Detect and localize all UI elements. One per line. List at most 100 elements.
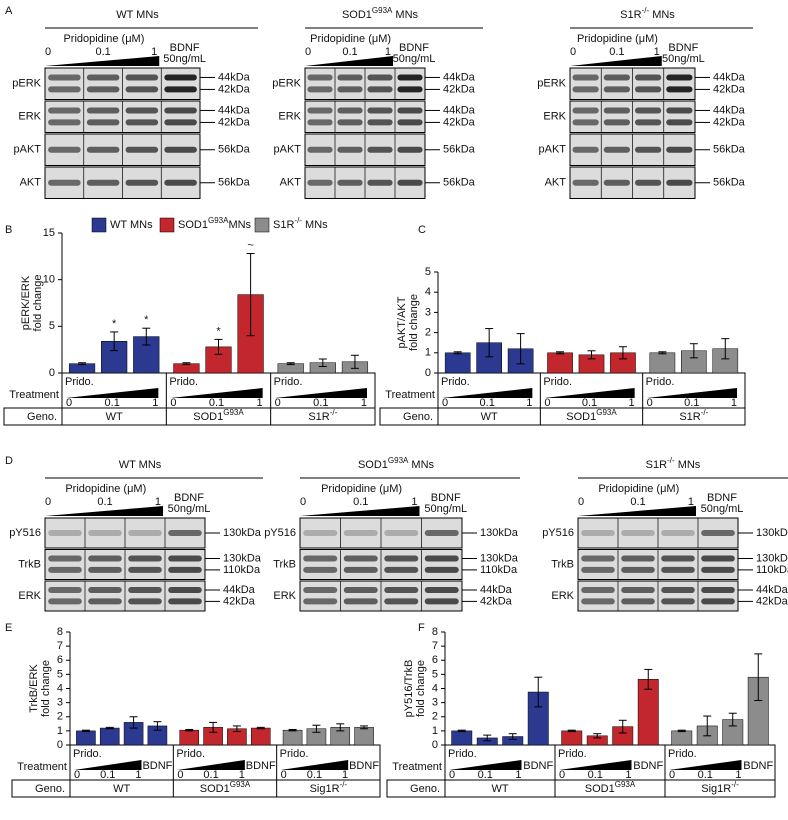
text-run: MNs [228,219,251,231]
blot-band [621,555,655,562]
blot-band [397,107,423,114]
blot-band [603,146,630,153]
blot-band [86,179,120,186]
superscript: -/- [701,408,709,417]
superscript: G93A [223,408,244,417]
dose-label: 0.1 [480,397,495,409]
y-tick-label: 4 [425,286,431,298]
blot-band [48,587,82,593]
blot-band [635,86,662,93]
blot-band [164,146,197,153]
y-tick-label: 2 [425,327,431,339]
treatment-agent: Prido. [543,376,572,388]
blot-band [572,107,599,114]
dose-label: 0.1 [203,769,218,781]
blot-band [666,119,693,126]
blot-band [661,555,695,562]
blot-band [48,74,81,81]
blot-band [581,566,615,573]
blot-band [303,587,338,593]
dose-triangle [578,506,696,516]
blot-row-label: pAKT [13,144,41,156]
bar [671,730,693,746]
blot-band [48,555,82,562]
kda-label: 44kDa [713,71,746,83]
superscript: G93A [372,6,393,15]
blot-band [88,587,122,593]
panel-letter: D [5,455,13,467]
genotype-label: WT [481,411,498,423]
genotype-table [11,779,381,798]
dose-label: 0.1 [342,46,357,58]
kda-label: 42kDa [756,595,788,607]
blot-row-label: ERK [273,590,296,602]
superscript: G93A [615,780,636,789]
superscript: G93A [388,456,409,465]
blot-row-label: AKT [280,177,302,189]
treatment-agent: Prido. [274,376,303,388]
text-run: SOD1 [193,411,223,423]
blot-row-label: pERK [12,78,41,90]
blot-band [384,566,419,573]
text-run: SOD1 [566,411,596,423]
y-tick-label: 7 [432,640,438,652]
blot-row-label: TrkB [18,558,41,570]
blot-band [48,119,81,126]
dose-label: 1 [152,397,158,409]
panel-letter: B [5,224,12,236]
dose-label: 0.1 [353,496,368,508]
dose-label: 0.1 [582,397,597,409]
blot-band [367,179,393,186]
blot-band [424,598,459,605]
y-tick-label: 4 [57,682,63,694]
dose-label: 0 [45,496,51,508]
blot-band [343,555,378,562]
blot-band [581,598,615,605]
y-tick-label: 1 [425,347,431,359]
text-run: MNs [302,219,328,231]
blot-band [603,86,630,93]
blot-band [661,587,695,593]
dose-label: 1 [526,397,532,409]
dose-label: 1 [731,397,737,409]
bdnf-label: 50ng/mL [163,53,206,65]
y-tick-label: 10 [43,274,55,286]
dose-label: 0 [449,769,455,781]
blot-band [128,555,162,562]
blot-band [603,107,630,114]
legend-label: WT MNs [110,219,153,231]
bdnf-label: BDNF [174,492,204,504]
blot-band [424,530,459,536]
panel-letter: F [418,622,425,634]
blot-title: SOD1G93A MNs [358,456,435,471]
blot-band [666,74,693,81]
y-axis-label: pY516/TrkB [403,660,415,718]
blot-row-label: TrkB [273,558,296,570]
genotype-table [386,779,776,798]
kda-label: 42kDa [223,595,256,607]
text-run: S1R [646,459,667,471]
blot-row-label: AKT [545,177,567,189]
y-axis-label: TrkB/ERK [28,664,40,713]
blot-band [384,555,419,562]
blot-band [343,598,378,605]
blot-band [164,119,197,126]
dose-label: 1 [654,46,660,58]
y-tick-label: 1 [432,725,438,737]
blot-band [48,86,81,93]
genotype-label: WT [113,783,130,795]
panel-letter: E [5,622,12,634]
superscript: G93A [208,216,229,225]
blot-band [367,119,393,126]
bdnf-label: BDNF [246,760,276,772]
y-tick-label: 5 [425,266,431,278]
text-run: MNs [649,9,675,21]
blot-title: WT MNs [116,9,159,21]
kda-label: 44kDa [713,104,746,116]
blot-row-label: ERK [551,590,574,602]
blot-band [621,598,655,605]
bdnf-label: BDNF [633,760,663,772]
y-tick-label: 4 [432,682,438,694]
blot-row-label: TrkB [551,558,574,570]
bar [444,352,471,374]
